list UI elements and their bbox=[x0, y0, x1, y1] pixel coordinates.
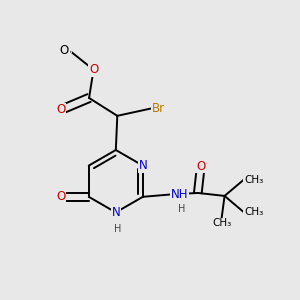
Text: O: O bbox=[196, 160, 206, 173]
Text: N: N bbox=[139, 159, 147, 172]
Text: O: O bbox=[71, 51, 72, 52]
Text: O: O bbox=[59, 44, 68, 57]
Text: NH: NH bbox=[171, 188, 189, 201]
Text: CH₃: CH₃ bbox=[244, 175, 263, 184]
Text: CH₃: CH₃ bbox=[244, 207, 263, 217]
Text: H: H bbox=[114, 224, 121, 234]
Text: H: H bbox=[178, 204, 185, 214]
Text: O: O bbox=[71, 51, 72, 52]
Text: O: O bbox=[56, 103, 65, 116]
Text: N: N bbox=[111, 206, 120, 219]
Text: O: O bbox=[89, 63, 98, 76]
Text: O: O bbox=[56, 190, 65, 203]
Text: CH₃: CH₃ bbox=[212, 218, 231, 228]
Text: Br: Br bbox=[152, 102, 165, 115]
